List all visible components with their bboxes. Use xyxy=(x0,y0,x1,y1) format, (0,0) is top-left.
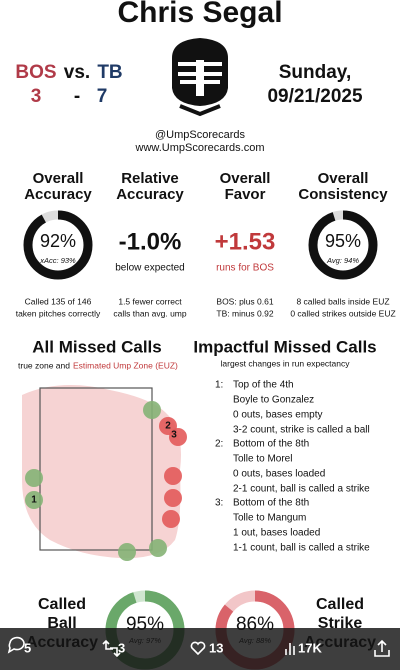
ring-arc xyxy=(308,210,378,280)
metric-title: Favor xyxy=(225,186,266,203)
item-number: 2: xyxy=(215,439,223,450)
metric-title: Overall xyxy=(220,170,271,187)
item-line: 0 outs, bases empty xyxy=(233,410,323,421)
metric-sub: below expected xyxy=(115,263,185,274)
metric-note: 8 called balls inside EUZ xyxy=(296,296,389,306)
metric-title: Relative xyxy=(121,170,179,187)
metric-sub: xAcc: 93% xyxy=(39,256,76,265)
title: Chris Segal xyxy=(117,0,282,29)
metric-sub: runs for BOS xyxy=(216,263,274,274)
metric-sub: Avg: 94% xyxy=(326,256,359,265)
metric-value: -1.0% xyxy=(119,228,182,255)
views-icon[interactable] xyxy=(285,643,295,655)
item-line: Tolle to Morel xyxy=(233,454,292,465)
metric-title: Accuracy xyxy=(24,186,92,203)
item-line: 1-1 count, ball is called a strike xyxy=(233,543,370,554)
metric-value: 92% xyxy=(40,231,76,251)
share-icon[interactable] xyxy=(374,639,390,657)
item-line: 1 out, bases loaded xyxy=(233,528,320,539)
bottom-title: Called xyxy=(316,596,364,613)
home-team: TB xyxy=(97,62,122,83)
social-icons xyxy=(7,636,390,658)
point-label: 2 xyxy=(165,421,171,432)
metric-title: Overall xyxy=(318,170,369,187)
metric-note: 1.5 fewer correct xyxy=(118,296,182,306)
day: Sunday, xyxy=(279,62,352,83)
item-number: 3: xyxy=(215,498,223,509)
metric-note: Called 135 of 146 xyxy=(25,296,92,306)
zone-plot xyxy=(22,385,187,561)
missed-subtitle-euz: Estimated Ump Zone (EUZ) xyxy=(73,360,178,370)
metric-value: 95% xyxy=(325,231,361,251)
away-team: BOS xyxy=(15,62,56,83)
mask-icon xyxy=(172,38,228,117)
social-count: 3 xyxy=(118,640,125,655)
item-line: 0 outs, bases loaded xyxy=(233,469,325,480)
social-count: 5 xyxy=(24,640,31,655)
impactful-title: Impactful Missed Calls xyxy=(193,337,376,356)
handle: @UmpScorecards xyxy=(155,129,246,141)
item-line: Tolle to Mangum xyxy=(233,513,306,524)
item-number: 1: xyxy=(215,380,223,391)
metric-title: Overall xyxy=(33,170,84,187)
metric-value: +1.53 xyxy=(215,228,276,255)
item-line: Top of the 4th xyxy=(233,380,294,391)
point-label: 1 xyxy=(31,495,37,506)
home-score: 7 xyxy=(97,86,108,107)
social-count: 13 xyxy=(209,640,223,655)
metric-note: BOS: plus 0.61 xyxy=(216,296,273,306)
metric-note: TB: minus 0.92 xyxy=(216,308,273,318)
metric-note: calls than avg. ump xyxy=(113,308,187,318)
metric-note: 0 called strikes outside EUZ xyxy=(290,308,395,318)
missed-subtitle: true zone and xyxy=(18,360,70,370)
reply-icon[interactable] xyxy=(7,636,25,654)
like-icon[interactable] xyxy=(190,641,206,656)
away-score: 3 xyxy=(31,86,42,107)
bottom-title: Strike xyxy=(318,615,363,632)
missed-title: All Missed Calls xyxy=(32,337,161,356)
social-count: 17K xyxy=(298,640,322,655)
retweet-icon[interactable] xyxy=(102,639,121,658)
bottom-title: Called xyxy=(38,596,86,613)
item-line: Bottom of the 8th xyxy=(233,498,309,509)
item-line: Bottom of the 8th xyxy=(233,439,309,450)
item-line: 2-1 count, ball is called a strike xyxy=(233,484,370,495)
metric-title: Consistency xyxy=(298,186,388,203)
point-label: 3 xyxy=(171,430,177,441)
vs: vs. xyxy=(64,62,90,83)
impactful-subtitle: largest changes in run expectancy xyxy=(221,358,351,368)
metric-title: Accuracy xyxy=(116,186,184,203)
item-line: 3-2 count, strike is called a ball xyxy=(233,425,370,436)
date: 09/21/2025 xyxy=(267,86,363,107)
ring-arc xyxy=(23,210,93,280)
website: www.UmpScorecards.com xyxy=(135,142,265,154)
social-bar xyxy=(0,628,400,670)
metric-note: taken pitches correctly xyxy=(16,308,101,318)
item-line: Boyle to Gonzalez xyxy=(233,395,314,406)
bottom-title: Ball xyxy=(47,615,76,632)
dash: - xyxy=(74,86,80,107)
